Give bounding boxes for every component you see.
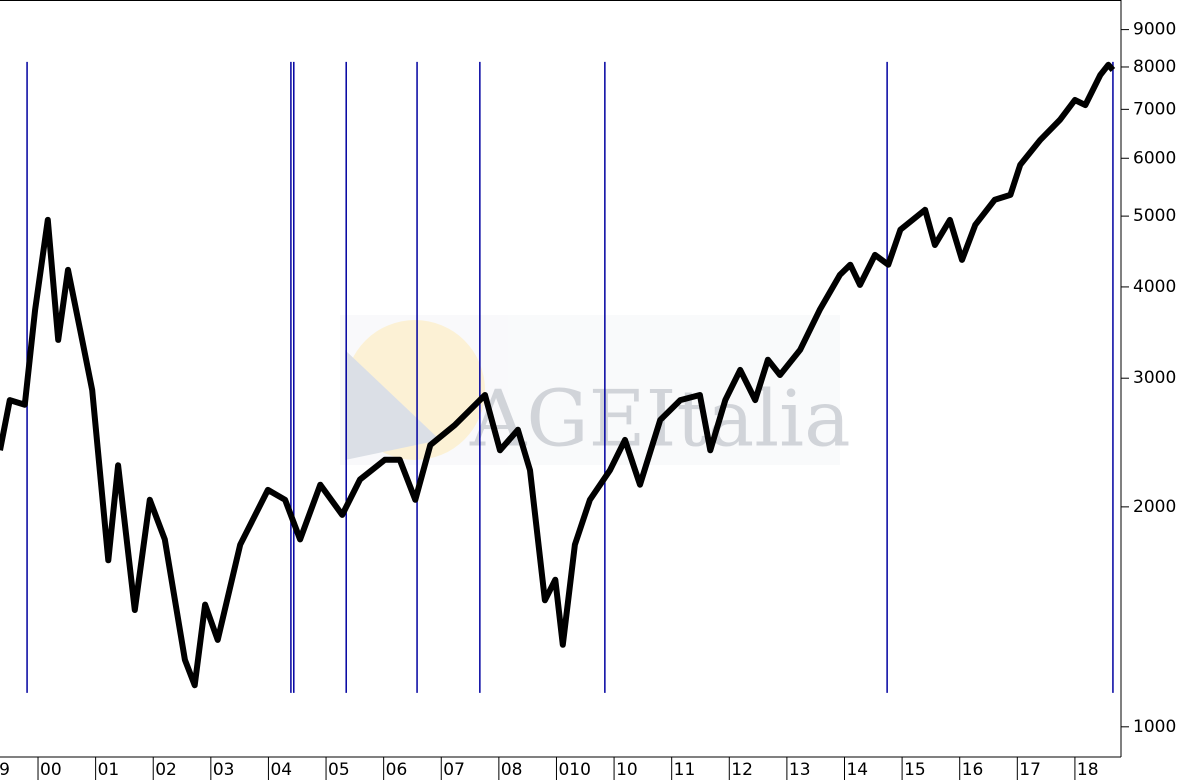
watermark-shape (345, 350, 440, 460)
y-tick-label: 9000 (1133, 20, 1176, 40)
y-tick-label: 5000 (1133, 206, 1176, 226)
x-tick-label: 02 (155, 760, 177, 780)
x-tick-label: 08 (501, 760, 523, 780)
x-tick-label: 14 (846, 760, 868, 780)
price-line (0, 61, 1116, 689)
x-tick-label: 00 (40, 760, 62, 780)
x-tick-label: 13 (789, 760, 811, 780)
y-tick-label: 2000 (1133, 497, 1176, 517)
x-tick-label: 11 (674, 760, 696, 780)
x-tick-label: 06 (386, 760, 408, 780)
x-tick-label: 07 (443, 760, 465, 780)
y-tick-label: 3000 (1133, 368, 1176, 388)
y-tick-label: 1000 (1133, 717, 1176, 737)
x-tick-label: 9 (0, 760, 10, 780)
x-tick-label: 12 (731, 760, 753, 780)
x-tick-label: 16 (962, 760, 984, 780)
x-tick-label: 18 (1077, 760, 1099, 780)
y-tick-label: 4000 (1133, 277, 1176, 297)
x-tick-label: 17 (1019, 760, 1041, 780)
x-tick-label: 01 (98, 760, 120, 780)
x-tick-label: 05 (328, 760, 350, 780)
x-tick-label: 010 (558, 760, 590, 780)
y-tick-label: 7000 (1133, 99, 1176, 119)
x-tick-label: 04 (270, 760, 292, 780)
y-tick-label: 6000 (1133, 148, 1176, 168)
y-tick-label: 8000 (1133, 57, 1176, 77)
watermark-circle (345, 320, 485, 460)
x-tick-label: 03 (213, 760, 235, 780)
x-tick-label: 15 (904, 760, 926, 780)
x-tick-label: 10 (616, 760, 638, 780)
